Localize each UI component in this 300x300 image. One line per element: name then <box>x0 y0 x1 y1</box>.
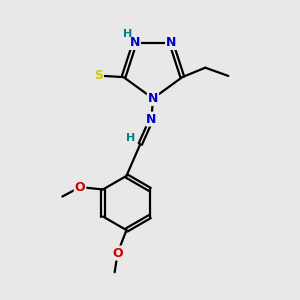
Text: H: H <box>126 133 135 143</box>
Text: N: N <box>146 112 157 126</box>
Text: N: N <box>130 36 140 49</box>
Text: S: S <box>94 69 103 82</box>
Text: O: O <box>112 247 123 260</box>
Text: N: N <box>166 36 176 49</box>
Text: H: H <box>123 29 132 39</box>
Text: O: O <box>75 181 85 194</box>
Text: N: N <box>148 92 158 105</box>
